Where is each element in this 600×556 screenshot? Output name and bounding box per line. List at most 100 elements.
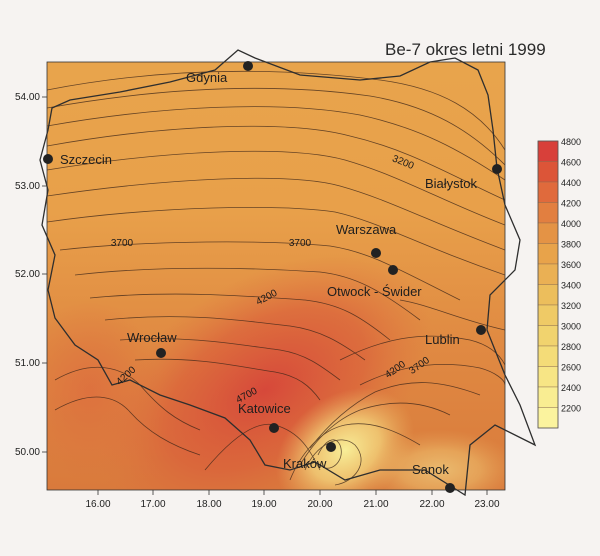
- contour-line: [134, 358, 321, 401]
- x-tick-label: 20.00: [307, 499, 332, 510]
- contour-line: [47, 150, 505, 226]
- city-marker: Lublin: [425, 325, 486, 347]
- legend-swatch: [537, 243, 559, 265]
- x-tick-label: 17.00: [140, 499, 165, 510]
- city-marker: Kraków: [283, 442, 336, 471]
- legend-label: 3000: [561, 322, 581, 332]
- legend-swatch: [537, 263, 559, 285]
- city-dot: [445, 483, 455, 493]
- legend-swatch: [537, 140, 559, 162]
- contour-line: [289, 423, 421, 481]
- city-dot: [371, 248, 381, 258]
- y-tick-label: 51.00: [15, 358, 40, 369]
- city-label: Szczecin: [60, 152, 112, 167]
- x-tick-label: 18.00: [196, 499, 221, 510]
- y-axis: 54.00 53.00 52.00 51.00 50.00: [15, 92, 47, 458]
- city-markers: Gdynia Szczecin Białystok Warszawa Otwock - …: [43, 61, 502, 493]
- color-legend: 4800 4600 4400 4200 4000 3800 3600 3400 3200 3000…: [537, 137, 581, 429]
- legend-label: 3200: [561, 301, 581, 311]
- city-label: Warszawa: [336, 222, 397, 237]
- y-tick-label: 53.00: [15, 181, 40, 192]
- legend-label: 2800: [561, 342, 581, 352]
- city-label: Sanok: [412, 462, 449, 477]
- x-tick-label: 19.00: [251, 499, 276, 510]
- legend-swatch: [537, 284, 559, 306]
- contour-line: [74, 267, 421, 321]
- x-axis: 16.00 17.00 18.00 19.00 20.00 21.00 22.00 23.00: [85, 490, 500, 510]
- city-marker: Katowice: [238, 401, 291, 433]
- city-marker: Gdynia: [186, 61, 253, 85]
- contour-label: 3700: [289, 238, 312, 249]
- legend-swatch: [537, 202, 559, 224]
- city-marker: Sanok: [412, 462, 455, 493]
- legend-label: 2200: [561, 404, 581, 414]
- x-tick-label: 16.00: [85, 499, 110, 510]
- contour-line: [89, 293, 391, 341]
- contour-line: [54, 396, 201, 456]
- city-dot: [476, 325, 486, 335]
- legend-swatch: [537, 407, 559, 429]
- city-dot: [43, 154, 53, 164]
- legend-swatch: [537, 222, 559, 244]
- x-tick-label: 21.00: [363, 499, 388, 510]
- legend-label: 2600: [561, 363, 581, 373]
- contour-line: [47, 106, 505, 181]
- legend-label: 4200: [561, 199, 581, 209]
- contour-line: [47, 70, 505, 151]
- city-dot: [388, 265, 398, 275]
- legend-label: 3600: [561, 260, 581, 270]
- city-dot: [492, 164, 502, 174]
- legend-swatch: [537, 386, 559, 408]
- legend-label: 2400: [561, 383, 581, 393]
- city-dot: [326, 442, 336, 452]
- legend-label: 4000: [561, 219, 581, 229]
- contour-line: [359, 364, 505, 386]
- contour-line: [399, 299, 505, 331]
- city-label: Lublin: [425, 332, 460, 347]
- city-label: Katowice: [238, 401, 291, 416]
- legend-swatch: [537, 161, 559, 183]
- city-marker: Szczecin: [43, 152, 112, 167]
- contour-line: [47, 125, 505, 201]
- city-label: Wrocław: [127, 330, 177, 345]
- city-label: Kraków: [283, 456, 327, 471]
- legend-label: 4800: [561, 137, 581, 147]
- contour-line: [47, 87, 505, 166]
- city-label: Otwock - Świder: [327, 284, 422, 299]
- legend-swatch: [537, 304, 559, 326]
- contour-line: [47, 177, 505, 251]
- x-tick-label: 23.00: [474, 499, 499, 510]
- map-frame: [46, 61, 506, 491]
- y-tick-label: 50.00: [15, 447, 40, 458]
- y-tick-label: 54.00: [15, 92, 40, 103]
- contour-line: [47, 207, 505, 276]
- legend-swatch: [537, 366, 559, 388]
- y-tick-label: 52.00: [15, 269, 40, 280]
- city-label: Gdynia: [186, 70, 228, 85]
- contour-line: [309, 382, 481, 449]
- city-label: Białystok: [425, 176, 478, 191]
- city-marker: Warszawa: [336, 222, 397, 258]
- legend-swatch: [537, 345, 559, 367]
- city-marker: Wrocław: [127, 330, 177, 358]
- contour-line: [119, 338, 341, 381]
- contour-line: [299, 402, 451, 466]
- contour-lines: [47, 70, 505, 486]
- x-tick-label: 22.00: [419, 499, 444, 510]
- contour-line: [59, 241, 461, 301]
- legend-swatch: [537, 325, 559, 347]
- contour-label: 3700: [111, 238, 134, 249]
- city-dot: [269, 423, 279, 433]
- legend-swatch: [537, 181, 559, 203]
- city-marker: Otwock - Świder: [327, 265, 422, 299]
- city-dot: [156, 348, 166, 358]
- city-dot: [243, 61, 253, 71]
- country-border: [39, 49, 537, 497]
- legend-label: 4600: [561, 158, 581, 168]
- city-marker: Białystok: [425, 164, 502, 191]
- contour-line: [317, 439, 342, 469]
- legend-label: 3400: [561, 281, 581, 291]
- legend-frame: [537, 140, 559, 429]
- contour-line: [104, 316, 366, 361]
